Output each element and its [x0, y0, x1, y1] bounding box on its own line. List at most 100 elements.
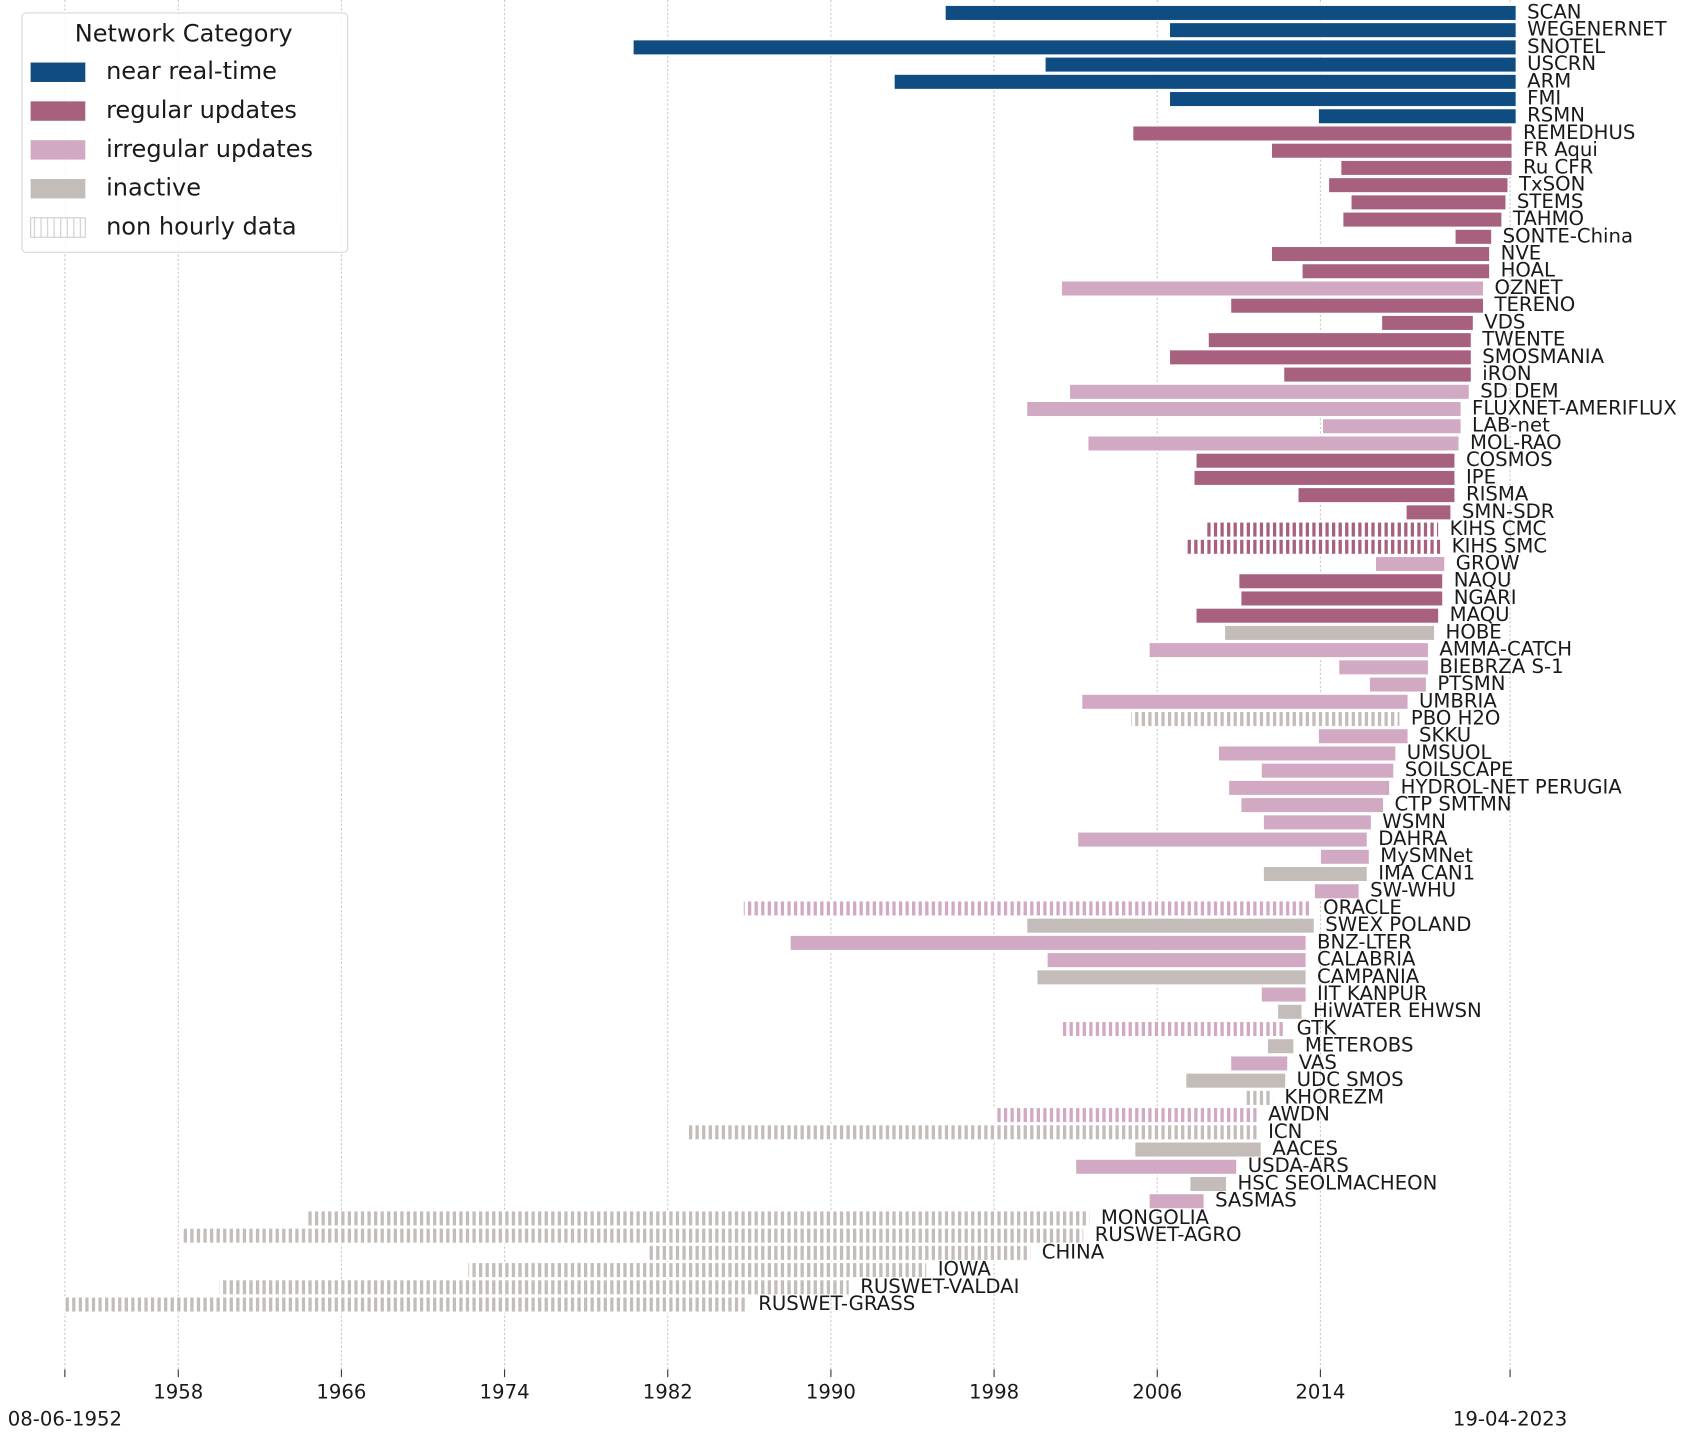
bar — [1240, 590, 1444, 607]
bar-label: SW-WHU — [1370, 879, 1456, 902]
bar-label: CHINA — [1042, 1240, 1105, 1263]
bar — [218, 1279, 850, 1296]
bar — [1168, 349, 1472, 366]
bar — [1081, 693, 1409, 710]
bar-label: HOBE — [1446, 620, 1502, 643]
bar-label: STEMS — [1517, 190, 1583, 213]
bar-label: AWDN — [1268, 1103, 1330, 1126]
bar-label: SMN-SDR — [1462, 500, 1555, 523]
bar — [1317, 728, 1409, 745]
bar — [1321, 418, 1462, 435]
bar-label: UDC SMOS — [1297, 1068, 1404, 1091]
bar-label: UMBRIA — [1419, 689, 1497, 712]
bar — [1195, 607, 1440, 624]
x-tick-label: 1958 — [153, 1381, 203, 1404]
bar — [1270, 142, 1513, 159]
x-tick-label: 08-06-1952 — [8, 1408, 122, 1431]
bar — [1262, 865, 1368, 883]
bar-label: HiWATER EHWSN — [1313, 999, 1482, 1022]
bar-label: UMSUOL — [1407, 741, 1492, 764]
bar — [1368, 676, 1428, 693]
bar-label: RSMN — [1527, 104, 1585, 127]
x-tick-label: 19-04-2023 — [1453, 1408, 1567, 1431]
bar — [1228, 779, 1391, 796]
legend-label: near real-time — [106, 57, 277, 85]
x-tick-label: 1982 — [643, 1381, 693, 1404]
bar — [1262, 814, 1372, 831]
bar — [1185, 1072, 1287, 1089]
bar-label: OZNET — [1495, 276, 1563, 299]
bar — [1297, 487, 1456, 504]
bar — [1087, 435, 1460, 452]
bar-label: SONTE-China — [1503, 224, 1633, 247]
bar-label: SNOTEL — [1527, 35, 1605, 58]
bar-label: AACES — [1272, 1137, 1338, 1160]
bar-label: ICN — [1268, 1120, 1302, 1143]
bar-label: TxSON — [1518, 173, 1585, 196]
bar-label: HSC SEOLMACHEON — [1238, 1172, 1438, 1195]
bar — [1132, 125, 1513, 142]
bar-label: MAQU — [1450, 603, 1510, 626]
bar-label: TERENO — [1493, 293, 1575, 316]
bar-label: GROW — [1456, 552, 1520, 575]
bar — [1148, 642, 1430, 659]
bar-label: SASMAS — [1215, 1189, 1297, 1212]
bar-label: PTSMN — [1437, 672, 1505, 695]
bar — [1277, 1003, 1303, 1020]
bar-label: CTP SMTMN — [1395, 793, 1512, 816]
bar-label: CAMPANIA — [1317, 965, 1420, 988]
bar — [1240, 797, 1385, 814]
bar-label: LAB-net — [1472, 414, 1550, 437]
bar-label: RISMA — [1466, 483, 1529, 506]
bar — [1026, 917, 1315, 934]
bar — [1068, 383, 1470, 400]
legend-label: irregular updates — [106, 135, 313, 163]
bar-label: WSMN — [1382, 810, 1446, 833]
bar — [1350, 194, 1507, 211]
bar — [1185, 538, 1442, 555]
bar — [1283, 366, 1472, 383]
x-tick-label: 2014 — [1295, 1381, 1345, 1404]
bar — [1242, 1089, 1275, 1106]
legend-box — [21, 12, 349, 253]
bar-label: SWEX POLAND — [1325, 913, 1471, 936]
bar-label: MOL-RAO — [1470, 431, 1562, 454]
bar — [1046, 952, 1307, 969]
x-tick-label: 1990 — [806, 1381, 856, 1404]
bar-label: TWENTE — [1481, 328, 1565, 351]
bar-label: CALABRIA — [1317, 948, 1416, 971]
bar-label: PBO H2O — [1411, 707, 1501, 730]
bar-label: MONGOLIA — [1101, 1206, 1210, 1229]
bar-label: DAHRA — [1378, 827, 1448, 850]
bar-label: ARM — [1527, 69, 1571, 92]
bar — [1270, 245, 1491, 263]
bar-label: RUSWET-AGRO — [1095, 1223, 1242, 1246]
bar — [1130, 710, 1401, 728]
bar-label: USCRN — [1527, 52, 1596, 75]
bar — [1207, 332, 1472, 349]
bar — [1026, 400, 1462, 418]
bar-label: NGARI — [1454, 586, 1517, 609]
legend-swatch — [30, 217, 86, 238]
bar-label: VAS — [1299, 1051, 1337, 1074]
bar — [1075, 1158, 1238, 1175]
bar-label: BNZ-LTER — [1317, 930, 1412, 953]
bar-label: RUSWET-GRASS — [758, 1292, 915, 1315]
bar — [1230, 1055, 1289, 1072]
bar-label: AMMA-CATCH — [1439, 638, 1572, 661]
bar-label: IMA CAN1 — [1378, 862, 1475, 885]
bar — [1405, 504, 1452, 521]
bar — [1036, 969, 1307, 986]
bar-label: SOILSCAPE — [1405, 758, 1514, 781]
bar-label: FMI — [1527, 87, 1561, 110]
bar — [1260, 762, 1395, 779]
bar — [1238, 573, 1444, 590]
bar-label: ORACLE — [1323, 896, 1402, 919]
bar — [1319, 848, 1370, 865]
bar — [1223, 624, 1436, 641]
bar — [685, 1124, 1258, 1141]
bar — [304, 1210, 1091, 1227]
bar-label: KIHS SMC — [1452, 534, 1547, 557]
bar — [1193, 469, 1456, 487]
x-tick-label: 2006 — [1132, 1381, 1182, 1404]
